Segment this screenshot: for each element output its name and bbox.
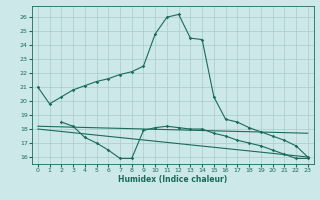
X-axis label: Humidex (Indice chaleur): Humidex (Indice chaleur) <box>118 175 228 184</box>
